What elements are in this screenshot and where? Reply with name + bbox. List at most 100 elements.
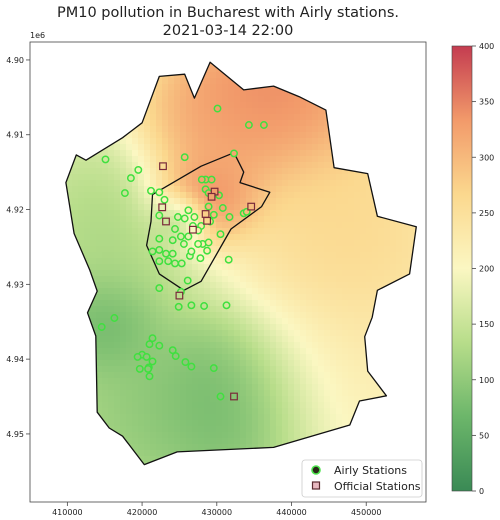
heatmap-cell: [300, 258, 307, 265]
heatmap-cell: [330, 342, 337, 349]
heatmap-cell: [174, 156, 181, 163]
heatmap-cell: [318, 384, 325, 391]
heatmap-cell: [156, 114, 163, 121]
heatmap-cell: [102, 354, 109, 361]
heatmap-cell: [102, 378, 109, 385]
heatmap-cell: [198, 234, 205, 241]
heatmap-cell: [204, 198, 211, 205]
heatmap-cell: [408, 252, 415, 259]
heatmap-cell: [360, 264, 367, 271]
heatmap-cell: [96, 312, 103, 319]
heatmap-cell: [186, 336, 193, 343]
heatmap-cell: [306, 432, 313, 439]
heatmap-cell: [126, 294, 133, 301]
heatmap-cell: [90, 270, 97, 277]
heatmap-cell: [78, 156, 85, 163]
heatmap-cell: [252, 126, 259, 133]
heatmap-cell: [264, 216, 271, 223]
heatmap-cell: [210, 348, 217, 355]
heatmap-cell: [372, 288, 379, 295]
heatmap-cell: [318, 414, 325, 421]
heatmap-cell: [96, 354, 103, 361]
heatmap-cell: [258, 264, 265, 271]
heatmap-cell: [276, 168, 283, 175]
heatmap-cell: [318, 360, 325, 367]
heatmap-cell: [90, 210, 97, 217]
heatmap-cell: [144, 450, 151, 457]
heatmap-cell: [210, 180, 217, 187]
heatmap-cell: [324, 270, 331, 277]
heatmap-cell: [72, 180, 79, 187]
heatmap-cell: [330, 360, 337, 367]
heatmap-cell: [264, 132, 271, 139]
heatmap-cell: [138, 408, 145, 415]
heatmap-cell: [342, 222, 349, 229]
heatmap-cell: [210, 228, 217, 235]
heatmap-cell: [246, 426, 253, 433]
heatmap-cell: [90, 174, 97, 181]
heatmap-cell: [234, 270, 241, 277]
heatmap-cell: [96, 300, 103, 307]
heatmap-cell: [216, 132, 223, 139]
heatmap-cell: [180, 300, 187, 307]
heatmap-cell: [228, 288, 235, 295]
heatmap-cell: [108, 354, 115, 361]
heatmap-cell: [234, 330, 241, 337]
heatmap-cell: [252, 186, 259, 193]
heatmap-cell: [258, 132, 265, 139]
heatmap-cell: [120, 234, 127, 241]
heatmap-cell: [360, 348, 367, 355]
heatmap-cell: [264, 210, 271, 217]
heatmap-cell: [240, 330, 247, 337]
heatmap-cell: [336, 174, 343, 181]
heatmap-cell: [336, 414, 343, 421]
heatmap-cell: [216, 312, 223, 319]
heatmap-cell: [72, 228, 79, 235]
heatmap-cell: [186, 426, 193, 433]
heatmap-cell: [276, 414, 283, 421]
heatmap-cell: [180, 162, 187, 169]
heatmap-cell: [162, 240, 169, 247]
heatmap-cell: [132, 438, 139, 445]
heatmap-cell: [120, 420, 127, 427]
heatmap-cell: [252, 438, 259, 445]
heatmap-cell: [168, 276, 175, 283]
heatmap-cell: [276, 342, 283, 349]
heatmap-cell: [324, 126, 331, 133]
heatmap-cell: [132, 408, 139, 415]
heatmap-cell: [258, 426, 265, 433]
heatmap-cell: [138, 288, 145, 295]
heatmap-cell: [282, 288, 289, 295]
heatmap-cell: [144, 192, 151, 199]
heatmap-cell: [180, 126, 187, 133]
heatmap-cell: [228, 300, 235, 307]
heatmap-cell: [180, 222, 187, 229]
heatmap-cell: [162, 168, 169, 175]
heatmap-cell: [252, 180, 259, 187]
heatmap-cell: [186, 348, 193, 355]
heatmap-cell: [144, 126, 151, 133]
heatmap-cell: [336, 288, 343, 295]
heatmap-cell: [222, 264, 229, 271]
heatmap-cell: [258, 330, 265, 337]
heatmap-cell: [132, 294, 139, 301]
heatmap-cell: [132, 234, 139, 241]
heatmap-cell: [156, 132, 163, 139]
heatmap-cell: [288, 252, 295, 259]
heatmap-cell: [102, 276, 109, 283]
heatmap-cell: [210, 324, 217, 331]
heatmap-cell: [120, 384, 127, 391]
heatmap-cell: [96, 294, 103, 301]
heatmap-cell: [276, 438, 283, 445]
heatmap-cell: [102, 294, 109, 301]
heatmap-cell: [288, 330, 295, 337]
heatmap-cell: [162, 324, 169, 331]
heatmap-cell: [348, 282, 355, 289]
heatmap-cell: [276, 324, 283, 331]
heatmap-cell: [222, 132, 229, 139]
heatmap-cell: [162, 294, 169, 301]
heatmap-cell: [156, 264, 163, 271]
heatmap-cell: [234, 306, 241, 313]
heatmap-cell: [324, 414, 331, 421]
heatmap-cell: [270, 282, 277, 289]
